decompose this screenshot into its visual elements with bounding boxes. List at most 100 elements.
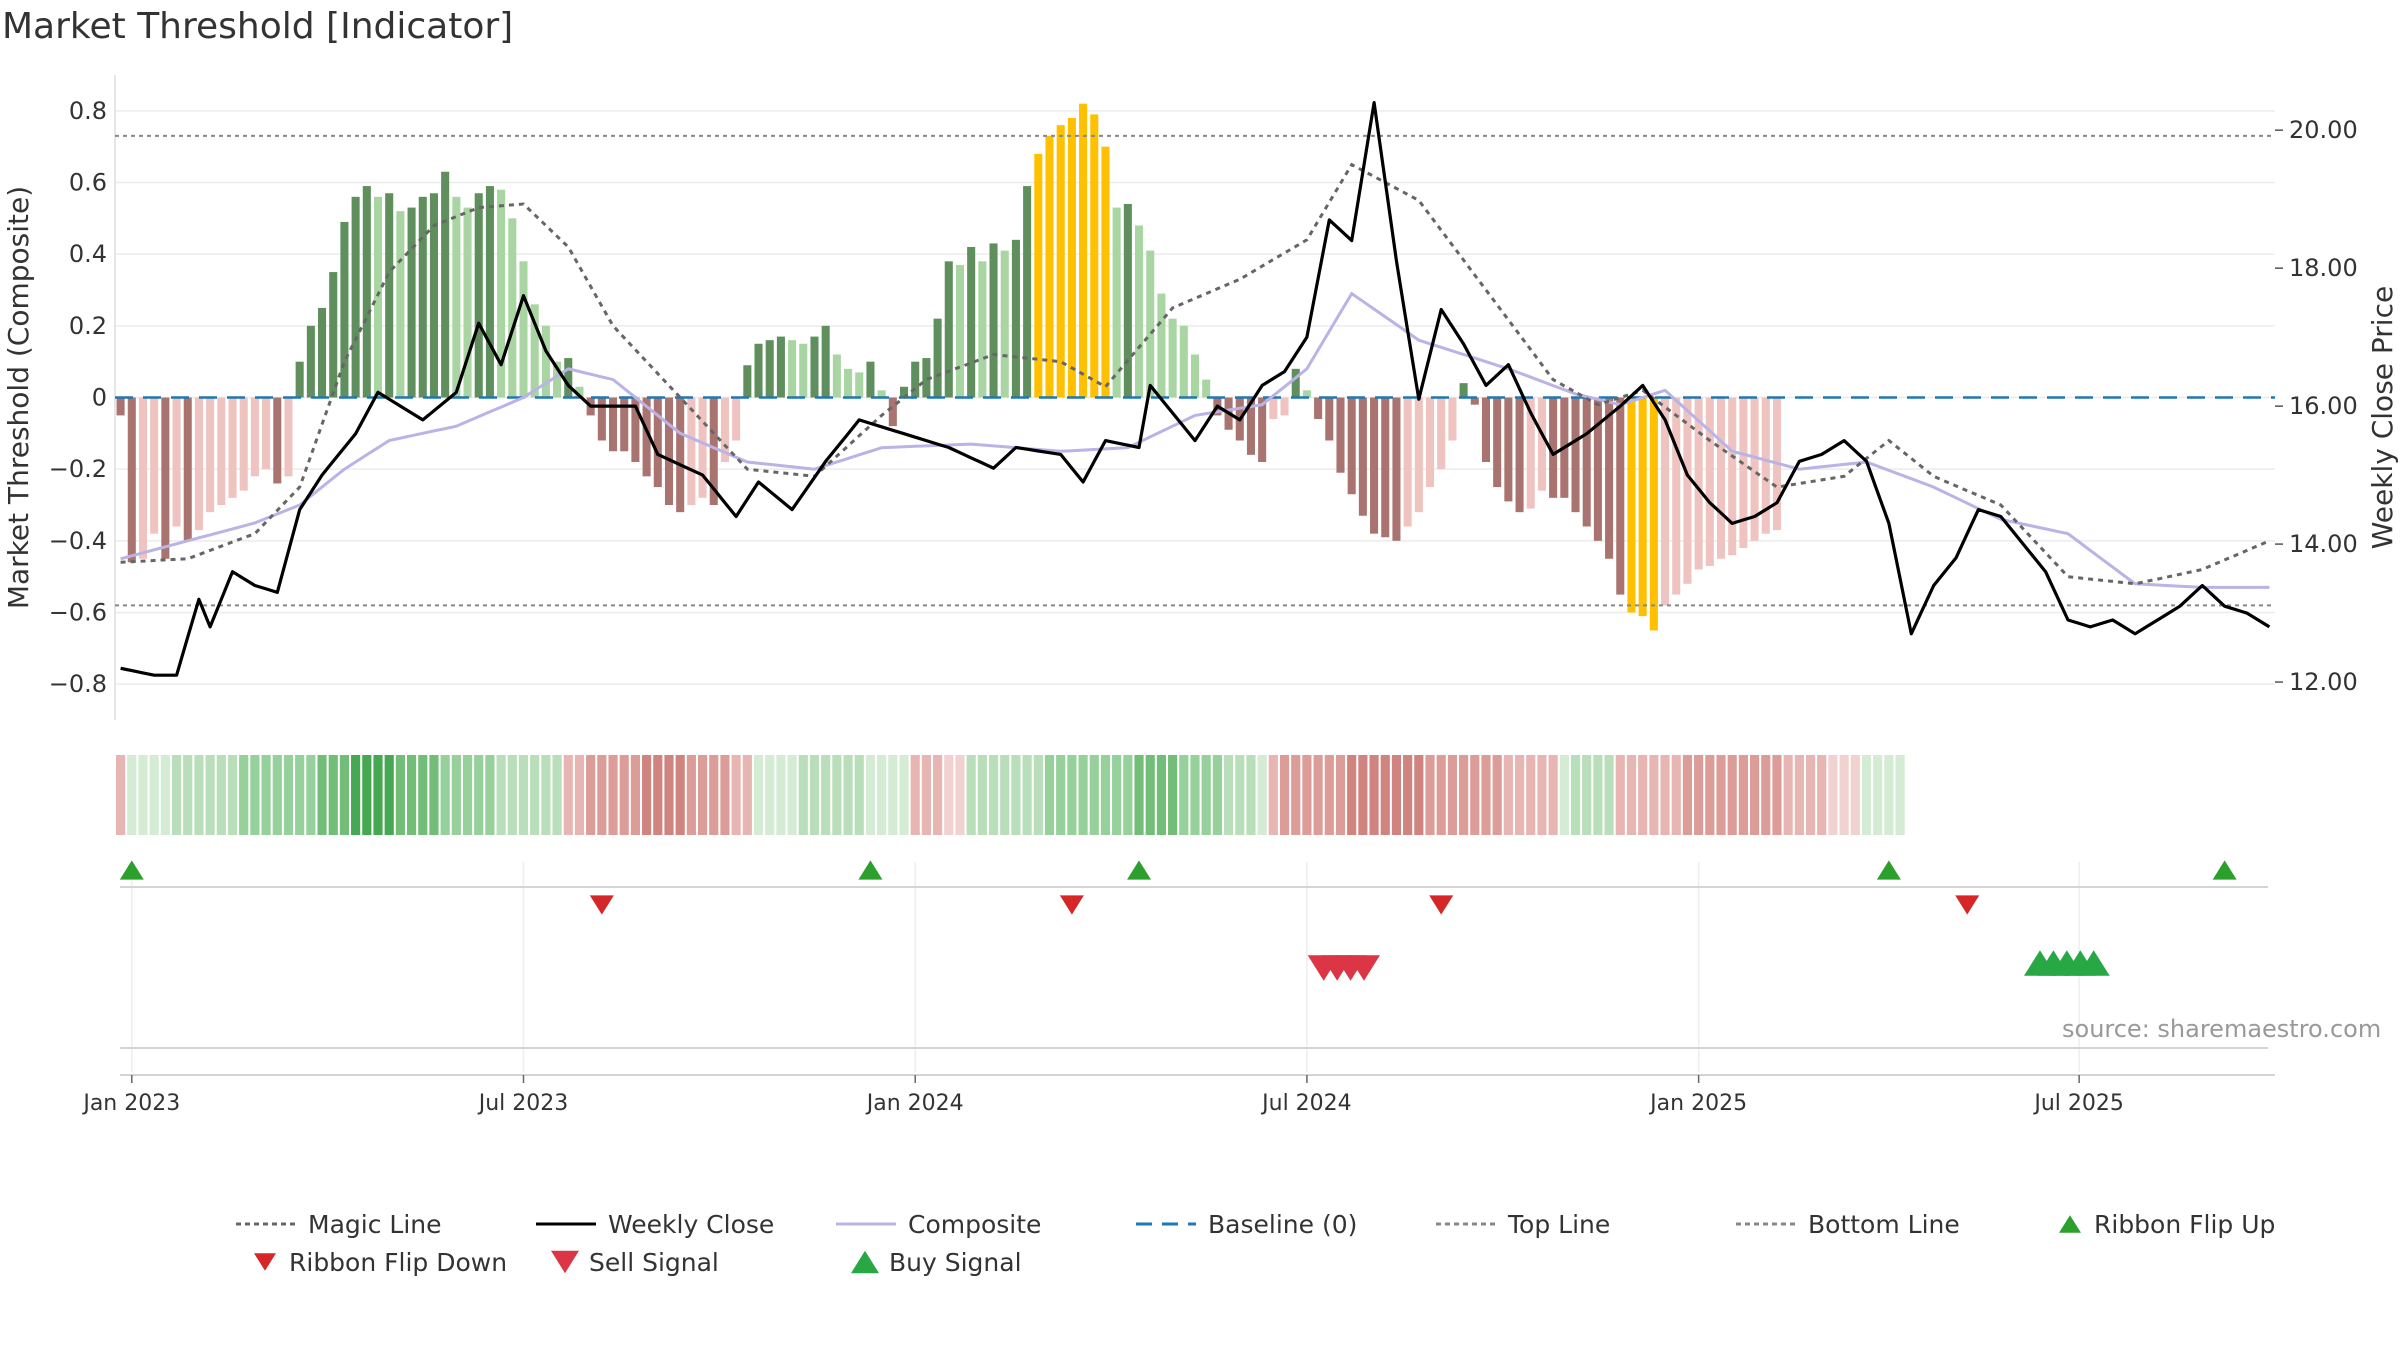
composite-bar (1190, 354, 1200, 398)
ribbon-cell (809, 755, 820, 835)
ribbon-cell (530, 755, 540, 835)
composite-bar (1045, 135, 1054, 398)
composite-bar (1079, 103, 1088, 398)
x-tick-label: Jul 2023 (477, 1091, 569, 1116)
ribbon-cell (731, 755, 741, 835)
composite-bar (967, 247, 976, 398)
ribbon-flip-down-marker (1429, 895, 1454, 915)
ribbon-cell (1324, 755, 1334, 835)
composite-bar (575, 386, 584, 398)
buy-signal-marker (2077, 950, 2110, 976)
ribbon-cell (552, 755, 562, 835)
composite-bar (497, 189, 506, 398)
ribbon-cell (451, 755, 461, 835)
ribbon-cell (1358, 755, 1368, 835)
composite-bar (709, 397, 718, 505)
ribbon-cell (1391, 755, 1402, 835)
ribbon-cell (1817, 755, 1827, 835)
composite-bar (463, 207, 472, 398)
composite-bar (1739, 397, 1748, 548)
composite-bar (1336, 397, 1345, 473)
ribbon-cell (1044, 755, 1055, 835)
ribbon-cell (171, 755, 182, 835)
ribbon-cell (1660, 755, 1670, 835)
composite-bar (1381, 397, 1390, 538)
composite-bar (620, 397, 629, 452)
ribbon-cell (877, 755, 887, 835)
composite-bar (1157, 293, 1166, 398)
ribbon-cell (1548, 755, 1558, 835)
ribbon-cell (1794, 755, 1804, 835)
composite-bar (877, 390, 886, 398)
legend-item: Composite (836, 1210, 1041, 1239)
right-tick-label: 12.00 (2289, 668, 2358, 696)
ribbon-cell (496, 755, 506, 835)
ribbon-cell (1414, 755, 1424, 835)
right-tick-label: 14.00 (2289, 530, 2358, 558)
ribbon-cell (1011, 755, 1021, 835)
ribbon-cell (1000, 755, 1010, 835)
composite-bar (1347, 397, 1356, 495)
ribbon-cell (1257, 755, 1267, 835)
ribbon-cell (1727, 755, 1737, 835)
legend-label: Bottom Line (1808, 1210, 1960, 1239)
composite-bar (553, 361, 562, 398)
ribbon-cell (1223, 755, 1234, 835)
legend-label: Top Line (1507, 1210, 1610, 1239)
ribbon-cell (541, 755, 551, 835)
ribbon-cell (1626, 755, 1637, 835)
left-axis-title: Market Threshold (Composite) (2, 186, 35, 609)
composite-bar (1649, 397, 1658, 631)
ribbon-cell (1839, 755, 1849, 835)
composite-bar (810, 336, 819, 398)
ribbon-cell (966, 755, 976, 835)
ribbon-cell (1089, 755, 1099, 835)
composite-bar (1616, 397, 1625, 595)
composite-bar (955, 264, 965, 398)
composite-bar (911, 361, 920, 398)
composite-bar (1425, 397, 1435, 488)
ribbon-flip-up-marker (858, 860, 883, 880)
composite-bar (161, 397, 170, 559)
legend-label: Magic Line (308, 1210, 442, 1239)
ribbon-cell (1268, 755, 1278, 835)
ribbon-cell (362, 755, 372, 835)
composite-bar (1325, 397, 1334, 441)
composite-bar (653, 397, 662, 488)
composite-bar (418, 196, 427, 398)
composite-bar (754, 343, 763, 398)
ribbon-cell (574, 755, 585, 835)
ribbon-cell (776, 755, 786, 835)
composite-bar (1481, 397, 1491, 462)
ribbon-cell (1850, 755, 1860, 835)
ribbon-cell (1156, 755, 1167, 835)
composite-bar (206, 397, 215, 513)
legend-item: Buy Signal (851, 1248, 1022, 1277)
ribbon-cell (1716, 755, 1726, 835)
ribbon-cell (1056, 755, 1066, 835)
ribbon-cell (1805, 755, 1816, 835)
ribbon-cell (183, 755, 193, 835)
ribbon-cell (899, 755, 909, 835)
composite-bar (351, 196, 360, 398)
composite-bar (1258, 397, 1267, 462)
composite-bar (1168, 318, 1177, 398)
composite-bar (1515, 397, 1524, 513)
ribbon-cell (149, 755, 159, 835)
composite-bar (1414, 397, 1423, 513)
composite-bar (1246, 397, 1255, 455)
composite-bar (194, 397, 203, 531)
ribbon-cell (116, 755, 126, 835)
ribbon-cell (1112, 755, 1122, 835)
legend-swatch (551, 1250, 579, 1274)
ribbon-cell (1570, 755, 1581, 835)
composite-bar (1202, 379, 1211, 398)
ribbon-cell (1347, 755, 1357, 835)
ribbon-cell (1873, 755, 1883, 835)
composite-bar (1437, 397, 1446, 470)
composite-bar (1101, 146, 1110, 398)
ribbon-cell (1671, 755, 1681, 835)
ribbon-cell (1582, 755, 1592, 835)
composite-bar (855, 372, 864, 398)
ribbon-cell (910, 755, 920, 835)
